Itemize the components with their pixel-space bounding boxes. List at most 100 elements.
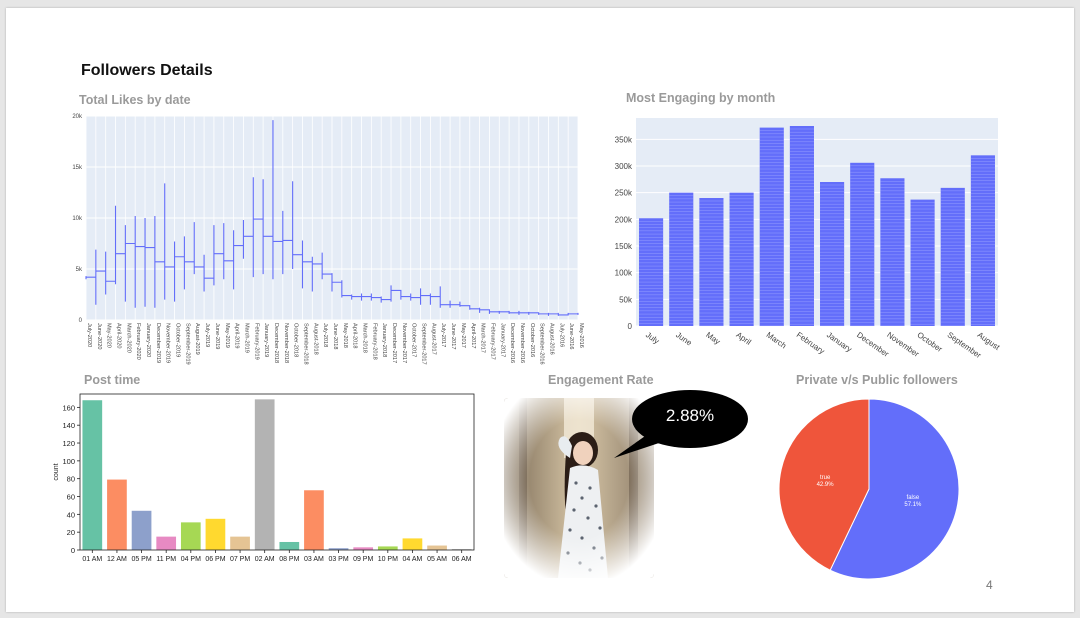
month-x-tick-label: May <box>704 330 722 346</box>
likes-y-tick-label: 0 <box>79 318 83 324</box>
likes-x-tick-label: July-2020 <box>86 323 92 347</box>
likes-x-tick-label: January-2018 <box>381 323 387 357</box>
likes-x-tick-label: July-2019 <box>204 323 210 347</box>
month-y-tick-label: 100k <box>615 269 633 278</box>
post-x-tick-label: 11 PM <box>156 556 176 563</box>
month-bar <box>789 126 814 326</box>
likes-y-tick-label: 15k <box>72 165 83 171</box>
post-y-tick-label: 100 <box>62 457 75 466</box>
likes-x-tick-label: June-2016 <box>568 323 574 349</box>
likes-x-tick-label: March-2019 <box>243 323 249 353</box>
post-time-chart-title: Post time <box>84 373 141 387</box>
post-time-bar-chart: count 0 20 40 60 80 100 120 140 160 01 AM 12 AM 05 P… <box>53 393 475 563</box>
likes-x-tick-label: September-2019 <box>184 323 190 365</box>
likes-x-tick-label: February-2020 <box>135 323 141 360</box>
month-x-tick-label: March <box>765 330 788 350</box>
likes-y-tick-label: 5k <box>76 267 83 273</box>
post-bar <box>156 536 177 550</box>
month-x-tick-label: June <box>674 330 694 348</box>
post-x-tick-label: 01 AM <box>82 556 102 563</box>
month-bar <box>820 182 845 326</box>
month-y-tick-label: 0 <box>628 322 633 331</box>
post-y-tick-label: 160 <box>62 403 75 412</box>
post-y-tick-label: 140 <box>62 421 75 430</box>
post-bar <box>451 549 472 550</box>
likes-x-tick-label: December-2019 <box>155 323 161 363</box>
post-bar <box>131 510 152 550</box>
post-x-tick-label: 04 AM <box>403 556 423 563</box>
post-x-tick-label: 06 AM <box>452 556 472 563</box>
post-bar <box>82 400 103 550</box>
post-x-tick-label: 05 PM <box>131 556 151 563</box>
likes-x-tick-label: September-2016 <box>539 323 545 365</box>
post-x-tick-label: 07 PM <box>230 556 250 563</box>
month-bar <box>850 162 875 326</box>
pie-slice-percent: 42.9% <box>817 482 835 488</box>
post-bar <box>279 541 300 550</box>
likes-line-chart: 0 5k 10k 15k 20k July-2020 June-2020 May-2020 Ap… <box>72 114 584 365</box>
likes-series-line <box>85 120 579 316</box>
likes-x-tick-label: December-2017 <box>391 323 397 363</box>
likes-x-tick-label: March-2018 <box>362 323 368 353</box>
likes-x-tick-label: February-2017 <box>489 323 495 360</box>
post-bar <box>377 546 398 550</box>
likes-x-tick-label: October-2016 <box>529 323 535 357</box>
likes-x-tick-label: August-2016 <box>548 323 554 355</box>
likes-x-tick-label: May-2018 <box>342 323 348 348</box>
engagement-rate-title: Engagement Rate <box>548 373 654 387</box>
pie-slice-percent: 57.1% <box>904 502 922 508</box>
month-y-tick-label: 300k <box>615 162 633 171</box>
likes-x-tick-label: June-2019 <box>214 323 220 349</box>
likes-x-tick-label: August-2017 <box>430 323 436 355</box>
likes-x-tick-label: June-2018 <box>332 323 338 349</box>
likes-x-tick-label: April-2019 <box>234 323 240 349</box>
month-bar <box>940 187 965 326</box>
month-x-tick-label: August <box>976 330 1002 352</box>
likes-x-tick-label: September-2017 <box>421 323 427 365</box>
post-y-tick-label: 0 <box>71 546 75 555</box>
likes-x-tick-label: November-2017 <box>401 323 407 363</box>
likes-x-tick-label: May-2016 <box>578 323 584 348</box>
post-x-tick-label: 05 AM <box>427 556 447 563</box>
likes-x-tick-label: August-2018 <box>312 323 318 355</box>
post-x-tick-label: 10 PM <box>378 556 398 563</box>
likes-x-tick-label: March-2020 <box>125 323 131 353</box>
post-plot-frame <box>79 393 475 551</box>
likes-x-tick-label: January-2020 <box>145 323 151 357</box>
month-bar <box>880 178 905 326</box>
post-y-tick-label: 80 <box>67 475 75 484</box>
post-x-tick-label: 08 PM <box>279 556 299 563</box>
likes-x-tick-label: November-2018 <box>283 323 289 363</box>
post-x-tick-label: 02 AM <box>255 556 275 563</box>
post-x-tick-label: 03 PM <box>328 556 348 563</box>
post-bar <box>180 522 201 550</box>
post-y-tick-label: 120 <box>62 439 75 448</box>
post-bar <box>205 518 226 550</box>
post-bar <box>107 479 127 550</box>
followers-pie-title: Private v/s Public followers <box>796 373 958 387</box>
likes-x-tick-label: October-2017 <box>411 323 417 357</box>
post-x-tick-label: 09 PM <box>353 556 373 563</box>
pie-slice <box>778 398 870 571</box>
likes-x-tick-label: March-2017 <box>480 323 486 353</box>
post-bar <box>254 399 275 550</box>
month-bar <box>669 192 694 326</box>
engagement-rate-value: 2.88% <box>665 406 715 425</box>
post-bar <box>328 548 349 550</box>
post-bar <box>353 547 374 550</box>
post-x-tick-label: 06 PM <box>205 556 225 563</box>
month-y-tick-label: 200k <box>615 215 633 224</box>
month-y-tick-label: 50k <box>619 295 633 304</box>
post-bar <box>304 490 324 550</box>
likes-x-tick-label: April-2017 <box>470 323 476 349</box>
likes-chart-title: Total Likes by date <box>79 93 191 107</box>
month-x-tick-label: April <box>734 330 752 347</box>
pie-slice <box>829 398 960 580</box>
post-bar <box>230 536 250 550</box>
month-x-tick-label: December <box>855 330 891 358</box>
likes-x-tick-label: June-2020 <box>96 323 102 349</box>
post-y-axis-label: count <box>53 463 60 480</box>
post-y-tick-label: 60 <box>67 493 75 502</box>
post-bar <box>402 538 423 550</box>
month-x-tick-label: January <box>825 330 853 354</box>
